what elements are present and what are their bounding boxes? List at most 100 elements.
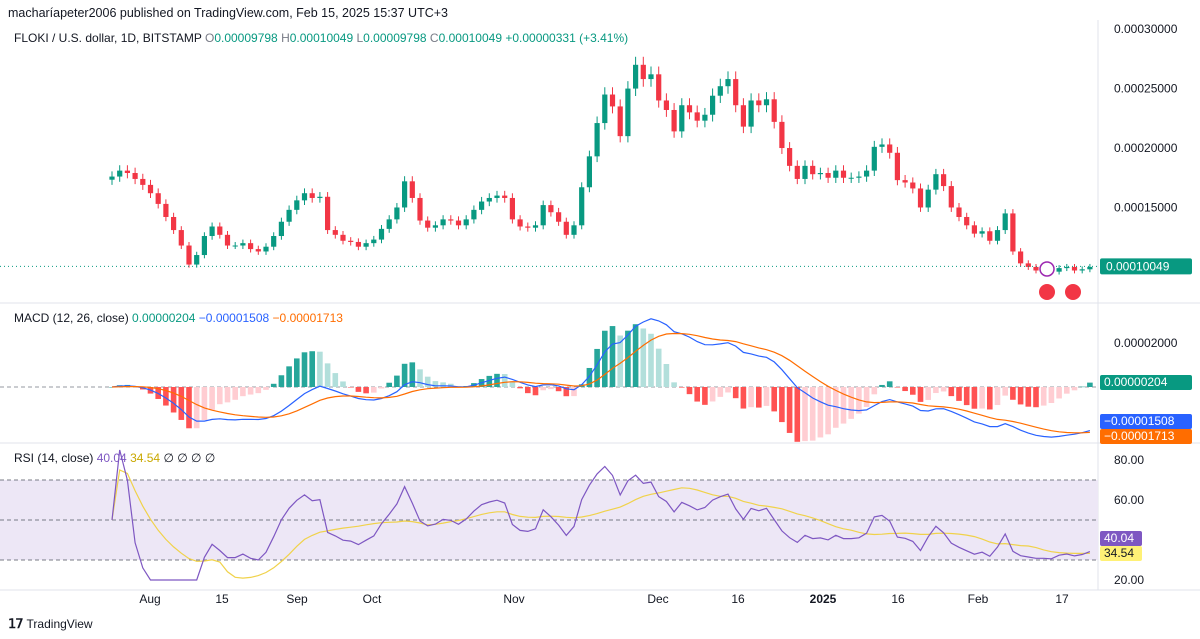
- macd-hist-bar: [756, 387, 762, 408]
- candle-body: [271, 236, 277, 247]
- time-tick-label: Sep: [286, 592, 308, 606]
- macd-hist-bar: [270, 383, 277, 387]
- candle-body: [124, 170, 130, 173]
- candle-body: [663, 100, 669, 110]
- candle-body: [263, 246, 269, 252]
- chart-canvas[interactable]: 0.00030000 0.00025000 0.00020000 0.00015000…: [0, 0, 1200, 610]
- macd-hist-bar: [394, 375, 400, 387]
- candle-body: [540, 205, 546, 226]
- rsi-extra: ∅ ∅ ∅ ∅: [163, 451, 216, 465]
- macd-hist-bar: [263, 387, 269, 390]
- price-candles: [0, 56, 1098, 300]
- rsi-ma-line: [111, 469, 1090, 579]
- macd-hist-bar: [332, 373, 339, 387]
- candle-body: [355, 241, 361, 247]
- rsi-value-badge: [1100, 546, 1142, 561]
- candle-body: [294, 200, 300, 210]
- rsi-value-badge: [1100, 531, 1142, 546]
- candle-body: [509, 197, 515, 220]
- candle-body: [409, 181, 415, 198]
- macd-hist-bar: [987, 387, 993, 410]
- candle-body: [332, 230, 338, 235]
- candle-body: [417, 197, 423, 221]
- macd-hist-bar: [640, 328, 647, 387]
- macd-hist-bar: [247, 387, 254, 395]
- time-tick-label: 2025: [810, 592, 837, 606]
- candle-body: [640, 64, 646, 80]
- candle-body: [571, 225, 577, 235]
- candle-body: [702, 114, 708, 121]
- macd-hist-bar: [1025, 387, 1032, 407]
- macd-hist-bar: [1079, 386, 1085, 388]
- macd-hist-bar: [1056, 387, 1062, 399]
- candle-body: [833, 170, 839, 178]
- macd-legend: MACD (12, 26, close) 0.00000204 −0.00001…: [14, 311, 343, 325]
- macd-hist-bar: [609, 326, 616, 387]
- macd-line: [111, 318, 1091, 438]
- candle-body: [817, 172, 823, 175]
- candle-body: [594, 123, 600, 157]
- footer: 𝟣𝟩 TradingView: [8, 616, 93, 632]
- macd-hist-bar: [201, 387, 208, 421]
- rsi-pane: [0, 449, 1098, 581]
- macd-hist-bar: [309, 351, 315, 387]
- candle-body: [894, 152, 900, 181]
- rsi-title: RSI (14, close): [14, 451, 94, 465]
- candle-body: [725, 79, 731, 87]
- macd-hist-bar: [494, 373, 500, 387]
- macd-hist-bar: [809, 387, 816, 441]
- publisher-line: macharíapeter2006 published on TradingVi…: [8, 6, 448, 20]
- macd-pane: [0, 318, 1098, 442]
- candle-body: [902, 180, 908, 183]
- candle-body: [948, 186, 954, 208]
- macd-hist-bar: [963, 387, 970, 406]
- macd-hist-bar: [378, 387, 385, 389]
- rsi-legend: RSI (14, close) 40.04 34.54 ∅ ∅ ∅ ∅: [14, 451, 215, 465]
- macd-hist-bar: [278, 375, 285, 387]
- candle-body: [686, 105, 693, 113]
- price-tick-label: 0.00015000: [1114, 200, 1178, 214]
- price-tick-label: 0.00030000: [1114, 22, 1178, 36]
- candle-body: [679, 105, 685, 132]
- macd-hist-bar: [571, 387, 577, 397]
- macd-hist-bar: [540, 387, 546, 391]
- candle-body: [633, 64, 639, 89]
- candle-body: [802, 165, 808, 179]
- macd-hist-bar: [286, 366, 292, 387]
- candle-body: [402, 181, 408, 208]
- candle-body: [494, 195, 500, 198]
- candle-body: [548, 205, 554, 213]
- macd-hist-bar: [709, 387, 716, 402]
- macd-value-badge: [1100, 429, 1192, 444]
- macd-hist-bar: [794, 387, 801, 442]
- time-tick-label: Aug: [139, 592, 160, 606]
- price-tick-label: 0.00020000: [1114, 141, 1178, 155]
- macd-hist-bar: [301, 352, 308, 387]
- candle-body: [317, 196, 323, 198]
- candle-body: [771, 99, 777, 122]
- macd-hist-bar: [1002, 387, 1008, 396]
- macd-value-label: −0.00001713: [1104, 429, 1175, 443]
- rsi-value-label: 40.04: [1104, 531, 1134, 545]
- candle-body: [109, 176, 115, 180]
- macd-hist-bar: [525, 387, 531, 394]
- candle-body: [856, 176, 862, 178]
- macd-hist-bar: [840, 387, 847, 424]
- time-tick-label: Dec: [647, 592, 668, 606]
- candle-body: [602, 94, 608, 124]
- candle-body: [871, 146, 877, 171]
- macd-hist-bar: [863, 387, 870, 407]
- macd-hist-bar: [925, 387, 931, 400]
- candle-body: [155, 193, 161, 204]
- macd-hist-bar: [1087, 382, 1093, 387]
- high-value: 0.00010049: [289, 31, 354, 45]
- macd-hist-bar: [663, 363, 670, 387]
- candle-body: [532, 225, 539, 228]
- candle-body: [840, 170, 847, 178]
- macd-hist-bar: [602, 330, 608, 387]
- macd-hist-bar: [779, 387, 785, 423]
- macd-hist-bar: [586, 367, 593, 387]
- time-tick-label: Nov: [503, 592, 524, 606]
- macd-hist-bar: [432, 381, 439, 387]
- macd-hist-bar: [717, 387, 724, 397]
